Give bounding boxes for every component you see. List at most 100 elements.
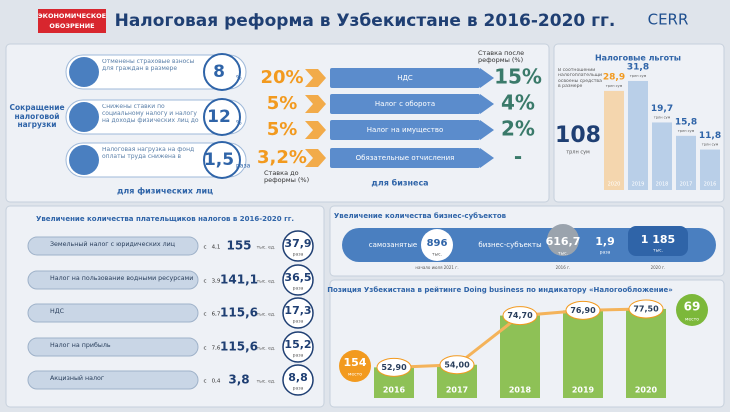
label-before: Ставка до реформы (%) bbox=[264, 170, 310, 185]
factor-circle bbox=[282, 297, 314, 329]
factor-circle bbox=[282, 264, 314, 296]
place-end: 69 bbox=[684, 300, 701, 314]
place-start: 154 bbox=[344, 356, 367, 369]
benefit-bar bbox=[652, 122, 672, 190]
benefit-unit: трлн сум bbox=[654, 115, 671, 119]
tax-name: Налог на прибыль bbox=[50, 342, 111, 349]
benefits-total: 108 bbox=[555, 123, 601, 148]
bar-arrow bbox=[480, 68, 494, 88]
score-badge bbox=[565, 300, 601, 320]
label-after: Ставка после реформы (%) bbox=[478, 50, 525, 65]
rate-before: 5% bbox=[267, 119, 298, 140]
tax-name: Налог на пользование водными ресурсами bbox=[50, 275, 194, 282]
individuals-footer: для физических лиц bbox=[117, 187, 213, 196]
self-value: 896 bbox=[427, 238, 448, 249]
bar-arrow bbox=[480, 148, 494, 168]
logo-right: CERR bbox=[648, 11, 689, 29]
logo-left: ЭКОНОМИЧЕСКОЕ bbox=[38, 12, 106, 20]
factor: 8,8 bbox=[288, 371, 308, 384]
item-icon bbox=[69, 145, 99, 175]
unit: тыс. ед. bbox=[257, 347, 276, 352]
factor: 17,3 bbox=[284, 304, 311, 317]
benefit-unit: трлн сум bbox=[630, 74, 647, 78]
rate-after: 15% bbox=[494, 65, 542, 89]
prefix: с bbox=[203, 279, 206, 285]
tax-bar bbox=[330, 94, 480, 114]
to: 3,8 bbox=[228, 373, 249, 387]
benefits-total-unit: трлн сум bbox=[566, 150, 590, 156]
factor-circle bbox=[282, 331, 314, 363]
self-label: самозанятые bbox=[369, 241, 417, 249]
score-label: 74,70 bbox=[507, 311, 533, 320]
rank-year: 2020 bbox=[635, 386, 658, 395]
v2016: 616,7 bbox=[546, 235, 581, 248]
tax-name: Обязательные отчисления bbox=[356, 154, 455, 162]
prefix: с bbox=[203, 379, 206, 385]
tax-bar bbox=[330, 68, 480, 88]
benefit-bar bbox=[700, 149, 720, 190]
item-text-box: Снижены ставки по социальному налогу и н… bbox=[102, 104, 199, 124]
rate-before: 5% bbox=[267, 93, 298, 114]
factor: 37,9 bbox=[284, 237, 311, 250]
self-unit: тыс. bbox=[432, 253, 442, 258]
self-circle bbox=[421, 229, 453, 261]
rank-year: 2018 bbox=[509, 386, 532, 395]
score-label: 52,90 bbox=[381, 363, 407, 372]
logo-left: ОБОЗРЕНИЕ bbox=[49, 22, 94, 30]
unit: тыс. ед. bbox=[257, 246, 276, 251]
item-unit: раза bbox=[236, 163, 251, 170]
factor-unit: раза bbox=[293, 253, 304, 258]
unit: тыс. ед. bbox=[257, 380, 276, 385]
unit: тыс. ед. bbox=[257, 280, 276, 285]
tax-pill bbox=[27, 270, 199, 290]
prefix: с bbox=[203, 245, 206, 251]
benefit-bar bbox=[628, 80, 648, 190]
score-badge bbox=[376, 357, 412, 377]
tax-pill bbox=[27, 370, 199, 390]
v2020-unit: тыс. bbox=[653, 249, 663, 254]
tax-pill bbox=[27, 337, 199, 357]
tax-name: Налог с оборота bbox=[375, 100, 435, 108]
benefit-year: 2019 bbox=[632, 182, 645, 188]
score-label: 76,90 bbox=[570, 306, 596, 315]
benefit-label: 15,8 bbox=[675, 117, 697, 127]
label-before-box: Ставка до реформы (%) bbox=[264, 170, 310, 185]
benefit-year: 2018 bbox=[656, 182, 669, 188]
business-footer: для бизнеса bbox=[371, 178, 428, 188]
tax-name: НДС bbox=[50, 308, 65, 315]
item-unit: % bbox=[236, 75, 242, 82]
rate-before: 3,2% bbox=[257, 147, 307, 168]
score-badge bbox=[439, 355, 475, 375]
reduction-heading-box: Сокращение налоговой нагрузки bbox=[9, 104, 64, 129]
v2020: 1 185 bbox=[641, 233, 675, 246]
chevron bbox=[305, 121, 326, 139]
score-badge bbox=[628, 299, 664, 319]
chevron bbox=[305, 69, 326, 87]
bar-arrow bbox=[480, 94, 494, 114]
ranking-title: Позиция Узбекистана в рейтинге Doing bus… bbox=[327, 286, 673, 294]
y2016: 2016 г. bbox=[556, 265, 571, 270]
factor: 36,5 bbox=[284, 271, 311, 284]
to: 155 bbox=[226, 239, 251, 253]
people-icon bbox=[547, 224, 579, 256]
tax-name: НДС bbox=[397, 74, 413, 82]
item-icon bbox=[69, 57, 99, 87]
benefit-label: 11,8 bbox=[699, 131, 721, 141]
v2016-unit: тыс. bbox=[558, 252, 568, 257]
chevron bbox=[305, 149, 326, 167]
rank-year: 2019 bbox=[572, 386, 595, 395]
from: 6,7 bbox=[212, 312, 221, 318]
from: 7,6 bbox=[212, 346, 221, 352]
rank-year: 2017 bbox=[446, 386, 468, 395]
factor-unit: раза bbox=[293, 320, 304, 325]
benefit-label: 31,8 bbox=[627, 62, 649, 72]
benefit-year: 2020 bbox=[608, 182, 621, 188]
bar-arrow bbox=[480, 120, 494, 140]
logo-left-box bbox=[38, 9, 106, 33]
factor-unit: раза bbox=[600, 251, 611, 256]
factor-unit: раза bbox=[293, 387, 304, 392]
from: 4,1 bbox=[212, 245, 221, 251]
factor: 1,9 bbox=[595, 235, 615, 248]
tax-bar bbox=[330, 120, 480, 140]
